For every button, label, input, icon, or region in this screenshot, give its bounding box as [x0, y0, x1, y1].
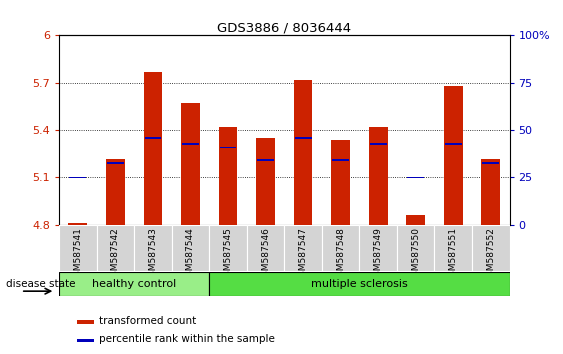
Text: percentile rank within the sample: percentile rank within the sample	[99, 335, 275, 344]
Bar	[182, 143, 199, 145]
Bar	[256, 138, 275, 225]
Text: GSM587552: GSM587552	[486, 227, 495, 282]
Bar	[257, 159, 274, 161]
Text: transformed count: transformed count	[99, 316, 196, 326]
Bar	[144, 72, 162, 225]
Text: GSM587541: GSM587541	[73, 227, 82, 282]
Bar	[220, 147, 236, 148]
Bar	[69, 177, 86, 178]
Bar	[77, 320, 95, 324]
Text: healthy control: healthy control	[92, 279, 176, 289]
Bar	[482, 162, 499, 164]
Bar	[407, 177, 424, 178]
Bar	[294, 137, 311, 139]
Text: GSM587546: GSM587546	[261, 227, 270, 282]
Bar	[481, 159, 500, 225]
Text: GSM587547: GSM587547	[298, 227, 307, 282]
Bar	[218, 127, 238, 225]
Title: GDS3886 / 8036444: GDS3886 / 8036444	[217, 21, 351, 34]
Bar	[445, 143, 462, 145]
FancyBboxPatch shape	[59, 225, 97, 271]
Bar	[444, 86, 463, 225]
FancyBboxPatch shape	[322, 225, 359, 271]
Bar	[370, 143, 387, 145]
Bar	[69, 223, 87, 225]
Bar	[107, 162, 124, 164]
Bar	[209, 272, 510, 296]
FancyBboxPatch shape	[359, 225, 397, 271]
FancyBboxPatch shape	[209, 225, 247, 271]
Text: GSM587543: GSM587543	[149, 227, 158, 282]
Text: GSM587549: GSM587549	[374, 227, 383, 282]
Bar	[332, 159, 349, 161]
Bar	[59, 272, 209, 296]
Bar	[181, 103, 200, 225]
FancyBboxPatch shape	[472, 225, 510, 271]
Bar	[331, 139, 350, 225]
FancyBboxPatch shape	[134, 225, 172, 271]
Bar	[406, 215, 425, 225]
Text: GSM587550: GSM587550	[411, 227, 420, 282]
FancyBboxPatch shape	[247, 225, 284, 271]
Text: GSM587548: GSM587548	[336, 227, 345, 282]
Bar	[106, 159, 125, 225]
Text: multiple sclerosis: multiple sclerosis	[311, 279, 408, 289]
FancyBboxPatch shape	[397, 225, 435, 271]
Bar	[145, 137, 162, 139]
Bar	[369, 127, 387, 225]
FancyBboxPatch shape	[435, 225, 472, 271]
Text: disease state: disease state	[6, 279, 75, 289]
FancyBboxPatch shape	[284, 225, 322, 271]
Text: GSM587551: GSM587551	[449, 227, 458, 282]
Bar	[77, 339, 95, 342]
Text: GSM587545: GSM587545	[224, 227, 233, 282]
FancyBboxPatch shape	[172, 225, 209, 271]
FancyBboxPatch shape	[97, 225, 134, 271]
Text: GSM587542: GSM587542	[111, 227, 120, 282]
Text: GSM587544: GSM587544	[186, 227, 195, 282]
Bar	[294, 80, 312, 225]
